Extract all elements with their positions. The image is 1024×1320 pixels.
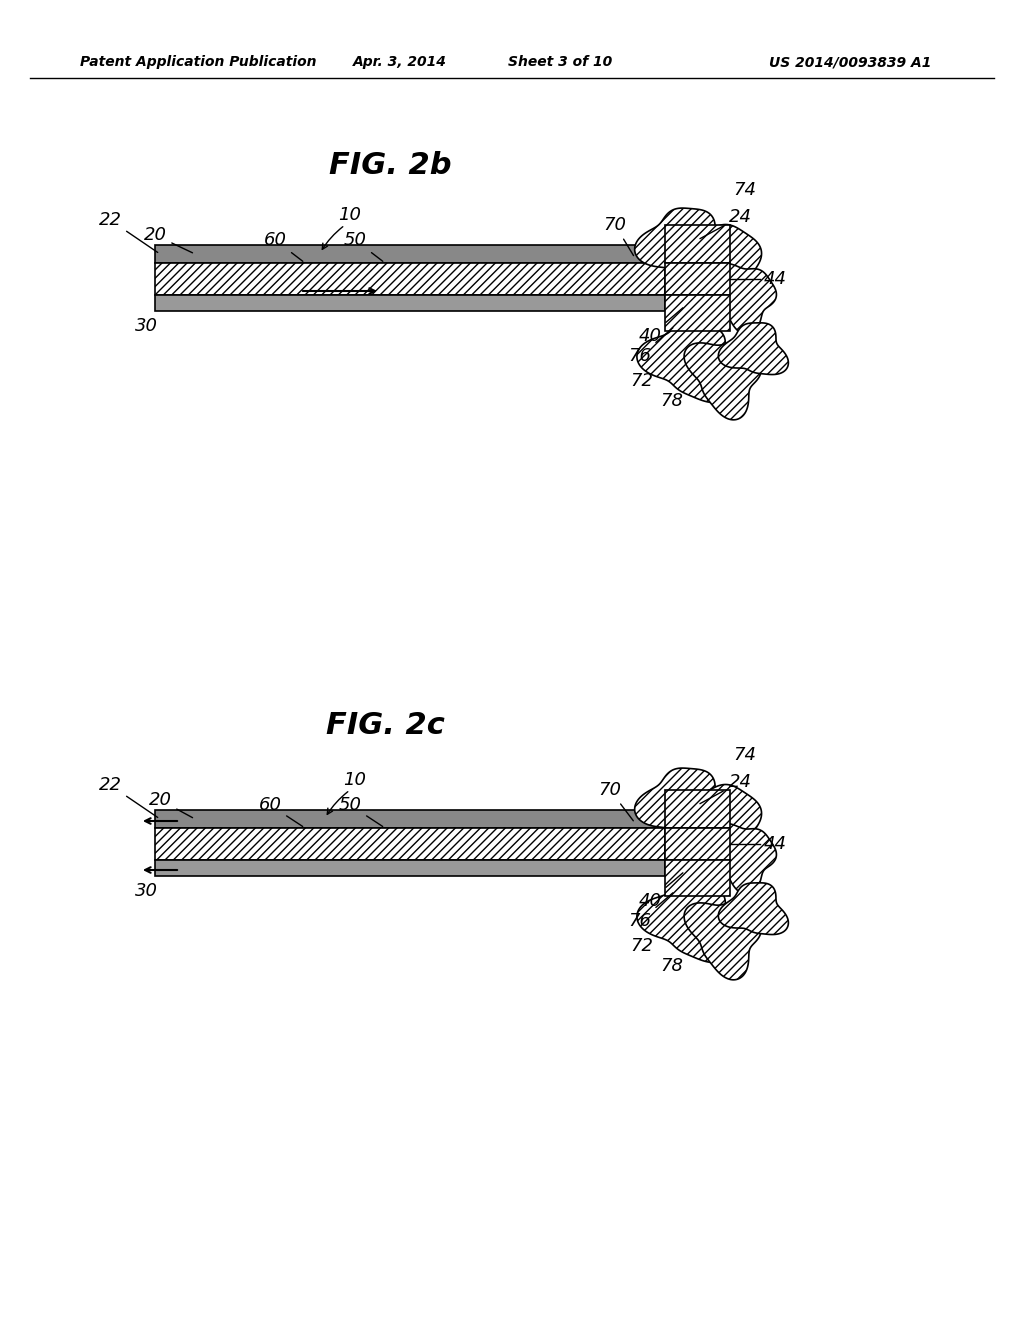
Polygon shape (635, 768, 728, 841)
Bar (665, 789, 730, 828)
Text: 24: 24 (700, 774, 752, 804)
Text: 76: 76 (629, 892, 673, 931)
Bar (155, 810, 665, 828)
Text: 40: 40 (639, 873, 683, 909)
Text: 78: 78 (660, 392, 683, 411)
Text: 60: 60 (263, 231, 303, 261)
Polygon shape (637, 321, 731, 403)
Polygon shape (667, 784, 762, 876)
Text: 10: 10 (339, 206, 361, 224)
Bar (665, 263, 730, 294)
Text: US 2014/0093839 A1: US 2014/0093839 A1 (769, 55, 931, 69)
Bar (155, 263, 665, 294)
Text: 44: 44 (764, 836, 786, 853)
Text: FIG. 2b: FIG. 2b (329, 150, 452, 180)
Bar (155, 294, 665, 312)
Bar (665, 861, 730, 896)
Bar (155, 828, 665, 861)
Polygon shape (667, 224, 762, 315)
Polygon shape (635, 209, 728, 281)
Bar (665, 224, 730, 263)
Text: Patent Application Publication: Patent Application Publication (80, 55, 316, 69)
Text: 74: 74 (733, 181, 757, 199)
Text: Apr. 3, 2014: Apr. 3, 2014 (353, 55, 446, 69)
Text: 40: 40 (639, 308, 683, 345)
Polygon shape (684, 342, 761, 420)
Text: 72: 72 (630, 372, 653, 389)
Text: 72: 72 (630, 937, 653, 954)
Text: 50: 50 (343, 231, 383, 261)
Polygon shape (719, 323, 788, 375)
Text: 22: 22 (98, 776, 158, 817)
Polygon shape (637, 880, 731, 962)
Bar (665, 294, 730, 331)
Polygon shape (714, 264, 776, 334)
Text: 50: 50 (339, 796, 383, 826)
Polygon shape (684, 903, 761, 979)
Text: 22: 22 (98, 211, 158, 252)
Text: Sheet 3 of 10: Sheet 3 of 10 (508, 55, 612, 69)
Polygon shape (719, 883, 788, 935)
Text: 10: 10 (343, 771, 367, 789)
Text: 30: 30 (135, 882, 158, 900)
Text: 24: 24 (700, 209, 752, 239)
Bar (155, 861, 665, 876)
Text: FIG. 2c: FIG. 2c (326, 710, 444, 739)
Polygon shape (714, 824, 776, 895)
Bar (665, 828, 730, 861)
Text: 78: 78 (660, 957, 683, 975)
Text: 76: 76 (629, 327, 673, 366)
Text: 74: 74 (733, 746, 757, 764)
Text: 60: 60 (258, 796, 303, 826)
Text: 30: 30 (135, 317, 158, 335)
Text: 70: 70 (603, 216, 634, 256)
Text: 44: 44 (764, 271, 786, 288)
Text: 70: 70 (598, 781, 633, 821)
Text: 20: 20 (148, 791, 193, 817)
Text: 20: 20 (143, 226, 193, 253)
Bar (155, 246, 665, 263)
